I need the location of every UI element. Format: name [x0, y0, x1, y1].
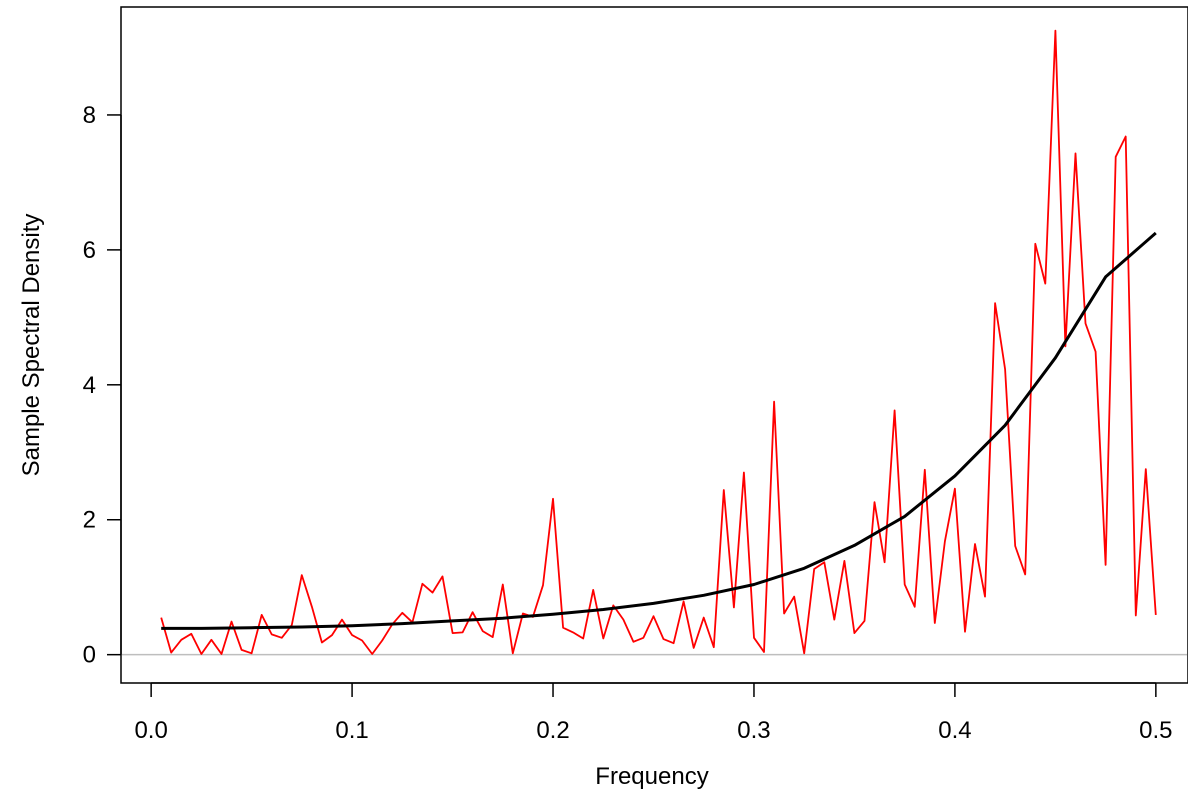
sample-spectrum-line: [160, 29, 1157, 655]
y-tick-label: 8: [83, 102, 96, 129]
y-axis-title: Sample Spectral Density: [18, 214, 45, 477]
x-tick-label: 0.5: [1139, 717, 1172, 744]
x-tick-label: 0.4: [938, 717, 971, 744]
x-axis-title: Frequency: [595, 763, 708, 790]
x-tick-label: 0.1: [335, 717, 368, 744]
y-tick-label: 2: [83, 507, 96, 534]
x-tick-label: 0.0: [134, 717, 167, 744]
y-tick-label: 6: [83, 237, 96, 264]
y-axis: 0 2 4 6 8: [83, 102, 122, 669]
y-tick-label: 4: [83, 372, 96, 399]
theoretical-spectrum-curve: [161, 231, 1157, 630]
x-axis: 0.0 0.1 0.2 0.3 0.4 0.5: [134, 682, 1173, 744]
y-tick-label: 0: [83, 642, 96, 669]
plot-frame: [120, 6, 1188, 684]
x-tick-label: 0.2: [536, 717, 569, 744]
x-tick-label: 0.3: [737, 717, 770, 744]
